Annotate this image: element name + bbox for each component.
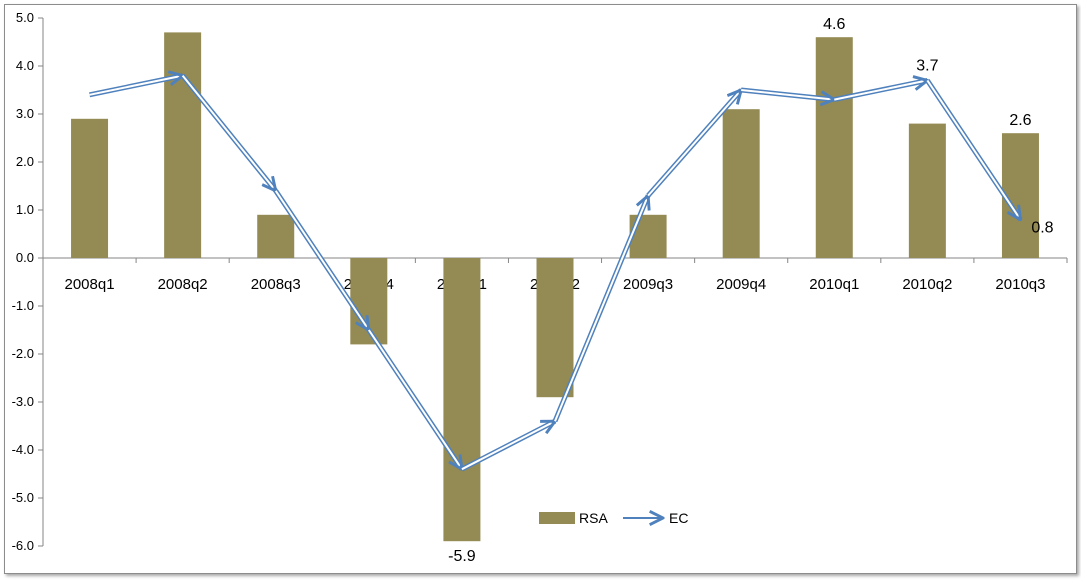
data-label: 3.7 (916, 57, 938, 74)
category-label: 2009q4 (716, 276, 766, 293)
line-ec-segment-inner (181, 74, 277, 192)
data-label: 2.6 (1009, 112, 1031, 129)
legend: RSA EC (539, 510, 688, 526)
bar-rsa (908, 123, 946, 258)
line-ec-segment-inner (834, 79, 928, 101)
combo-bar-line-chart: 5.0 4.0 3.0 2.0 1.0 0.0 -1.0 -2.0 -3.0 -4.0 -5.0 -6… (12, 10, 1068, 565)
y-tick-label: 5.0 (16, 10, 34, 25)
bar-rsa (1001, 133, 1039, 258)
category-label: 2008q2 (158, 276, 208, 293)
line-ec-segment-inner (89, 74, 183, 96)
bar-rsa (815, 37, 853, 259)
legend-swatch-rsa (539, 512, 575, 524)
line-ec-segment-inner (926, 79, 1022, 221)
y-tick-label: -2.0 (12, 346, 34, 361)
bar-rsa (536, 258, 574, 398)
category-label: 2010q2 (902, 276, 952, 293)
data-label: 0.8 (1031, 220, 1053, 237)
y-tick-label: -5.0 (12, 490, 34, 505)
bar-rsa (71, 118, 109, 258)
line-ec-segment-inner (647, 89, 742, 197)
line-ec-segment-inner (274, 190, 370, 331)
y-tick-label: 1.0 (16, 202, 34, 217)
bar-rsa (257, 214, 295, 258)
y-tick-label: 3.0 (16, 106, 34, 121)
bar-rsa (164, 32, 202, 259)
y-tick-label: -4.0 (12, 442, 34, 457)
y-tick-label: -6.0 (12, 538, 34, 553)
bar-rsa (443, 258, 481, 542)
bar-rsa (722, 109, 760, 258)
y-tick-label: 2.0 (16, 154, 34, 169)
category-label: 2010q3 (995, 276, 1045, 293)
line-ec-segment-inner (554, 195, 650, 422)
category-label: 2008q3 (251, 276, 301, 293)
category-label: 2010q1 (809, 276, 859, 293)
chart-frame: 5.0 4.0 3.0 2.0 1.0 0.0 -1.0 -2.0 -3.0 -4.0 -5.0 -6… (4, 4, 1077, 574)
y-tick-label: 4.0 (16, 58, 34, 73)
y-tick-label: 0.0 (16, 250, 34, 265)
y-tick-label: -1.0 (12, 298, 34, 313)
line-ec-segment-inner (741, 89, 835, 101)
line-ec-segment-inner (367, 329, 463, 470)
category-label: 2008q1 (65, 276, 115, 293)
data-label: 4.6 (823, 16, 845, 33)
category-label: 2009q3 (623, 276, 673, 293)
data-label: -5.9 (448, 548, 476, 565)
legend-label-rsa: RSA (579, 510, 608, 526)
y-tick-label: -3.0 (12, 394, 34, 409)
legend-label-ec: EC (669, 510, 688, 526)
line-ec-segment-inner (461, 420, 556, 471)
